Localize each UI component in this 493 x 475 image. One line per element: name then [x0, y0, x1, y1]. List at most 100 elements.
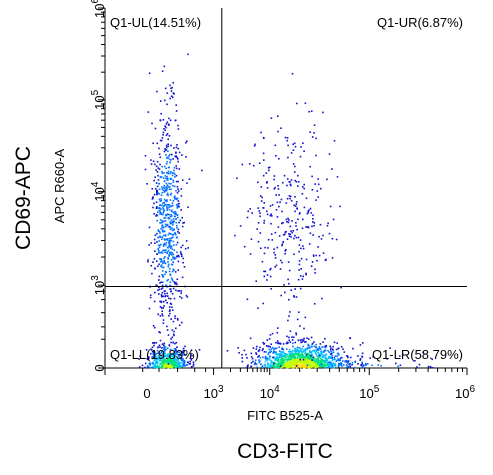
event-dot [158, 331, 160, 333]
event-dot [293, 237, 295, 240]
event-dot [175, 361, 177, 364]
event-dot [283, 361, 285, 364]
event-dot [311, 189, 314, 191]
event-dot [286, 335, 288, 338]
event-dot [192, 365, 195, 367]
event-dot [170, 245, 173, 248]
event-dot [307, 343, 309, 346]
event-dot [175, 366, 178, 368]
event-dot [319, 365, 321, 368]
event-dot [190, 366, 193, 368]
event-dot [166, 358, 169, 360]
event-dot [317, 178, 319, 180]
event-dot [146, 365, 149, 367]
event-dot [278, 346, 280, 348]
event-dot [171, 336, 174, 339]
event-dot [251, 357, 254, 360]
event-dot [277, 226, 280, 228]
event-dot [317, 361, 319, 363]
event-dot [159, 258, 161, 260]
event-dot [279, 350, 281, 352]
event-dot [180, 195, 183, 197]
event-dot [280, 294, 282, 297]
event-dot [147, 111, 150, 113]
event-dot [147, 365, 150, 368]
event-dot [158, 279, 160, 281]
event-dot [167, 194, 169, 197]
event-dot [386, 358, 388, 360]
event-dot [351, 364, 353, 366]
event-dot [162, 344, 165, 347]
event-dot [263, 252, 266, 255]
event-dot [166, 347, 169, 349]
event-dot [170, 288, 172, 290]
event-dot [163, 345, 166, 348]
event-dot [277, 130, 279, 133]
event-dot [177, 158, 179, 160]
event-dot [306, 356, 309, 358]
event-dot [287, 156, 289, 159]
event-dot [160, 300, 163, 303]
event-dot [164, 149, 167, 151]
event-dot [260, 247, 262, 250]
event-dot [159, 176, 162, 179]
event-dot [166, 246, 169, 249]
event-dot [157, 167, 160, 169]
event-dot [297, 350, 299, 352]
event-dot [257, 181, 259, 184]
event-dot [331, 359, 334, 362]
event-dot [302, 247, 305, 250]
event-dot [152, 350, 155, 352]
event-dot [299, 366, 301, 369]
event-dot [187, 361, 189, 364]
event-dot [271, 215, 273, 217]
event-dot [269, 205, 272, 207]
event-dot [165, 134, 168, 137]
event-dot [327, 222, 329, 225]
event-dot [154, 176, 156, 178]
event-dot [313, 224, 315, 227]
event-dot [181, 225, 184, 228]
event-dot [349, 337, 352, 339]
event-dot [312, 357, 314, 360]
event-dot [165, 284, 167, 287]
event-dot [169, 353, 172, 356]
event-dot [298, 363, 300, 365]
event-dot [159, 212, 162, 214]
event-dot [166, 224, 168, 227]
event-dot [295, 222, 297, 224]
event-dot [332, 362, 335, 364]
event-dot [152, 342, 154, 344]
event-dot [162, 244, 165, 246]
event-dot [320, 187, 322, 190]
event-dot [292, 230, 295, 232]
event-dot [172, 362, 174, 365]
event-dot [282, 234, 285, 236]
event-dot [182, 360, 184, 362]
event-dot [324, 349, 327, 352]
event-dot [175, 155, 177, 157]
event-dot [287, 357, 290, 360]
event-dot [181, 297, 183, 299]
event-dot [166, 103, 168, 106]
event-dot [287, 342, 289, 344]
event-dot [295, 361, 297, 363]
event-dot [292, 345, 294, 348]
event-dot [146, 183, 148, 185]
event-dot [266, 213, 269, 216]
event-dot [162, 266, 165, 269]
event-dot [286, 353, 289, 356]
event-dot [429, 365, 432, 368]
event-dot [333, 364, 335, 367]
event-dot [160, 288, 163, 290]
event-dot [165, 171, 168, 174]
event-dot [293, 253, 295, 256]
event-dot [168, 245, 170, 247]
event-dot [299, 360, 301, 362]
event-dot [300, 351, 303, 354]
event-dot [172, 211, 175, 214]
event-dot [280, 127, 282, 129]
event-dot [313, 132, 315, 134]
y-tick-label: 105 [90, 89, 107, 109]
event-dot [269, 365, 272, 367]
